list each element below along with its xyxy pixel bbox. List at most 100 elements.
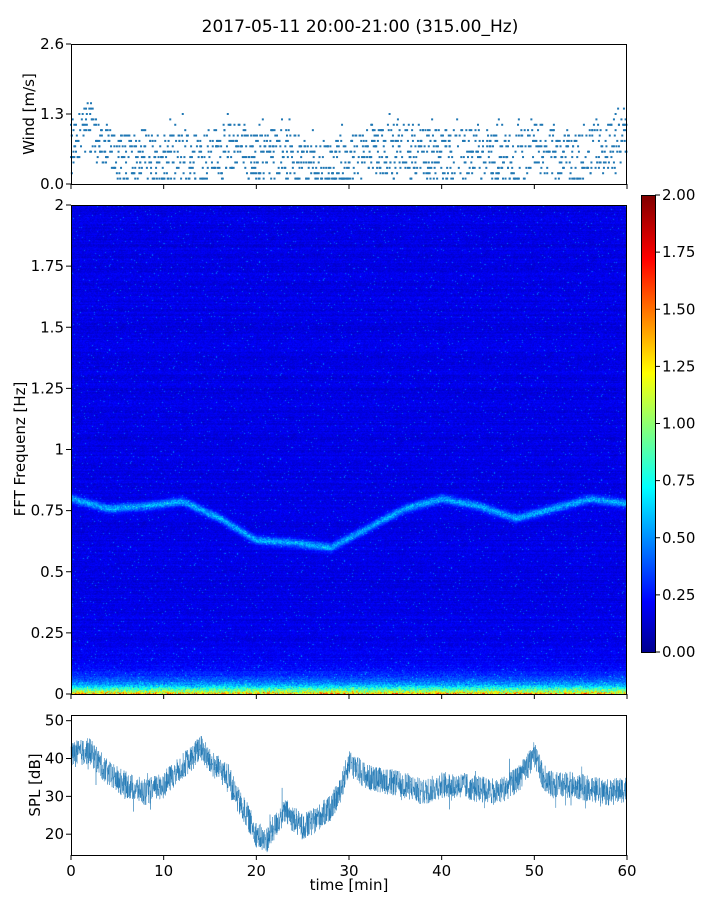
wind-point [440,150,443,153]
wind-point [398,161,401,164]
wind-point [398,129,401,132]
wind-point [476,156,479,159]
wind-point [139,161,142,164]
wind-point [84,150,87,153]
wind-point [347,166,350,169]
wind-point [426,150,429,153]
wind-point [150,134,153,137]
wind-point [435,145,438,148]
wind-point [407,123,410,126]
wind-point [375,172,378,175]
wind-point [391,145,394,148]
wind-point [275,145,278,148]
wind-point [573,139,576,142]
wind-point [379,172,382,175]
wind-point [410,177,413,180]
wind-point [265,150,268,153]
wind-point [72,161,75,164]
wind-point [172,134,175,137]
wind-point [484,161,487,164]
wind-point [285,129,288,132]
wind-point [311,166,314,169]
wind-point [106,129,109,132]
wind-point [165,172,168,175]
spectrogram-panel: 0 0.25 0.5 0.75 1 1.25 1.5 1.75 2 FFT Frequenz [… [11,196,628,703]
wind-point [602,172,605,175]
wind-point [72,129,75,132]
wind-point [387,129,390,132]
wind-point [496,123,499,126]
wind-point [361,134,364,137]
wind-point [147,134,150,137]
wind-point [537,150,540,153]
wind-point [445,145,448,148]
wind-point [141,150,144,153]
wind-point [255,177,258,180]
wind-point [290,150,293,153]
wind-point [373,129,376,132]
wind-point [178,134,181,137]
wind-point [371,123,374,126]
wind-point [352,166,355,169]
wind-point [96,139,99,142]
wind-point [309,150,312,153]
wind-point [156,161,159,164]
wind-point [218,166,221,169]
wind-point [471,150,474,153]
wind-point [95,118,98,121]
wind-point [428,129,431,132]
wind-point [130,145,133,148]
wind-point [208,156,211,159]
wind-point [398,145,401,148]
wind-point [511,172,514,175]
wind-point [293,172,296,175]
wind-point [411,139,414,142]
wind-point [568,161,571,164]
wind-point [120,134,123,137]
wind-point [417,123,420,126]
wind-point [113,145,116,148]
wind-point [115,172,118,175]
wind-point [386,156,389,159]
wind-point [613,166,616,169]
wind-point [329,145,332,148]
wind-point [116,177,119,180]
wind-point [285,139,288,142]
wind-point [461,177,464,180]
wind-point [252,134,255,137]
wind-point [236,134,239,137]
wind-point [144,145,147,148]
wind-point [523,129,526,132]
wind-point [464,161,467,164]
wind-point [546,172,549,175]
wind-point [566,139,569,142]
wind-point [591,129,594,132]
wind-point [587,166,590,169]
wind-point [270,177,273,180]
y-tick-label: 0.25 [31,624,64,642]
wind-point [447,156,450,159]
wind-point [200,145,203,148]
wind-point [441,172,444,175]
wind-point [527,134,530,137]
wind-point [432,177,435,180]
wind-point [175,139,178,142]
wind-point [442,139,445,142]
wind-point [383,150,386,153]
wind-point [284,145,287,148]
wind-point [599,129,602,132]
wind-point [415,156,418,159]
wind-point [395,156,398,159]
wind-point [251,145,254,148]
wind-point [554,150,557,153]
wind-point [159,145,162,148]
wind-point [109,150,112,153]
wind-point [487,134,489,137]
wind-point [494,139,497,142]
wind-point [337,145,340,148]
wind-point [392,177,395,180]
wind-point [409,156,412,159]
wind-point [222,123,225,126]
wind-point [312,161,315,164]
wind-point [199,139,202,142]
